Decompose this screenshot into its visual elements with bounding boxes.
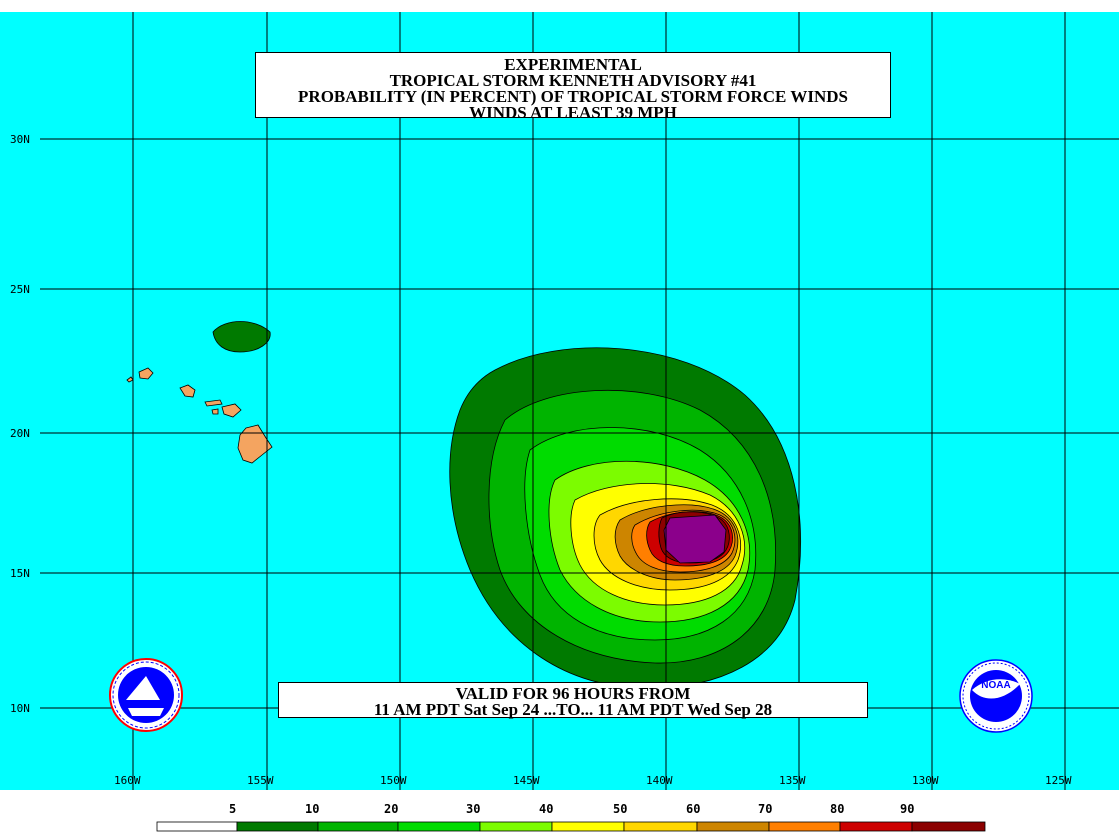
lon-label-125w: 125W: [1045, 774, 1072, 787]
scale-label-20: 20: [384, 802, 399, 816]
bottom-margin: [0, 790, 1119, 839]
island-oahu: [179, 384, 196, 398]
color-scale: [156, 821, 986, 832]
island-hawaii: [237, 424, 273, 464]
scale-label-30: 30: [466, 802, 481, 816]
lat-label-10n: 10N: [10, 702, 30, 715]
lon-label-135w: 135W: [779, 774, 806, 787]
noaa-logo: NOAA: [959, 659, 1033, 733]
scale-label-60: 60: [686, 802, 701, 816]
contour-5-northwest: [212, 321, 271, 353]
scale-label-5: 5: [229, 802, 237, 816]
title-line-3: PROBABILITY (IN PERCENT) OF TROPICAL STO…: [298, 87, 848, 106]
lon-label-145w: 145W: [513, 774, 540, 787]
scale-swatch-6: [623, 821, 698, 832]
lon-label-130w: 130W: [912, 774, 939, 787]
scale-swatch-10: [911, 821, 986, 832]
scale-swatch-1: [236, 821, 319, 832]
scale-swatch-2: [317, 821, 399, 832]
scale-label-70: 70: [758, 802, 773, 816]
scale-label-90: 90: [900, 802, 915, 816]
lat-label-30n: 30N: [10, 133, 30, 146]
validity-line-1: VALID FOR 96 HOURS FROM: [455, 684, 691, 703]
scale-swatch-7: [696, 821, 770, 832]
nws-logo: [109, 658, 183, 732]
scale-label-40: 40: [539, 802, 554, 816]
noaa-logo-text: NOAA: [981, 680, 1010, 691]
scale-swatch-9: [839, 821, 913, 832]
island-molokai: [204, 399, 223, 407]
lon-label-140w: 140W: [646, 774, 673, 787]
lon-label-160w: 160W: [114, 774, 141, 787]
island-lanai: [211, 408, 219, 415]
scale-swatch-8: [768, 821, 841, 832]
contour-max: [663, 514, 727, 564]
scale-swatch-3: [397, 821, 481, 832]
lon-label-150w: 150W: [380, 774, 407, 787]
lat-label-15n: 15N: [10, 567, 30, 580]
title-line-4: WINDS AT LEAST 39 MPH: [469, 103, 677, 122]
scale-swatch-0: [156, 821, 238, 832]
title-line-1: EXPERIMENTAL: [504, 55, 642, 74]
probability-contours: [449, 347, 801, 689]
island-kauai: [138, 367, 154, 380]
lat-label-20n: 20N: [10, 427, 30, 440]
hawaiian-islands: [126, 367, 273, 464]
lat-lon-grid: [40, 12, 1119, 790]
scale-swatch-5: [551, 821, 625, 832]
scale-label-10: 10: [305, 802, 320, 816]
lon-label-155w: 155W: [247, 774, 274, 787]
title-line-2: TROPICAL STORM KENNETH ADVISORY #41: [389, 71, 757, 90]
scale-label-80: 80: [830, 802, 845, 816]
validity-line-2: 11 AM PDT Sat Sep 24 ...TO... 11 AM PDT …: [373, 700, 773, 719]
scale-label-50: 50: [613, 802, 628, 816]
island-maui: [221, 403, 242, 418]
validity-box: VALID FOR 96 HOURS FROM 11 AM PDT Sat Se…: [278, 682, 868, 718]
title-box: EXPERIMENTAL TROPICAL STORM KENNETH ADVI…: [255, 52, 891, 122]
scale-swatch-4: [479, 821, 553, 832]
lat-label-25n: 25N: [10, 283, 30, 296]
